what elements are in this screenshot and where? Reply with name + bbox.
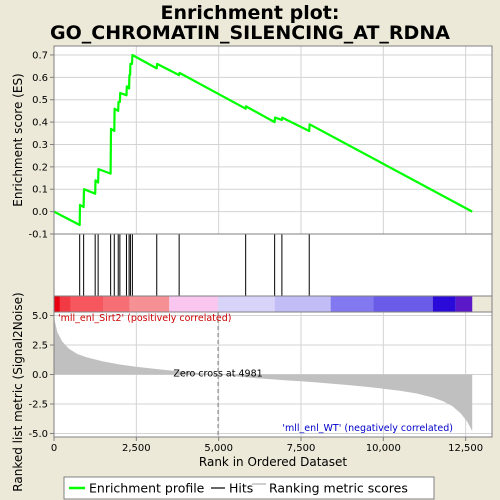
metric-y-tick-label-4: 5.0 bbox=[32, 311, 48, 322]
ranking-bar-segment-9 bbox=[373, 296, 433, 312]
positive-correlation-label: 'mll_enl_Sirt2' (positively correlated) bbox=[58, 313, 231, 324]
es-y-tick-label-5: 0.4 bbox=[32, 118, 48, 129]
metric-panel: Zero cross at 4981 'mll_enl_Sirt2' (posit… bbox=[53, 312, 492, 437]
chart-title-line2: GO_CHROMATIN_SILENCING_AT_RDNA bbox=[50, 22, 450, 44]
ranking-bar-segment-2 bbox=[70, 296, 104, 312]
legend: Enrichment profile Hits Ranking metric sco… bbox=[63, 476, 435, 500]
es-panel-background bbox=[54, 46, 492, 234]
ranking-bar-segment-3 bbox=[103, 296, 130, 312]
legend-box bbox=[63, 476, 435, 500]
es-y-tick-label-1: 0.0 bbox=[32, 207, 48, 218]
x-tick-label-5: 12,500 bbox=[448, 443, 483, 454]
metric-y-tick-label-0: -5.0 bbox=[28, 429, 48, 440]
enrichment-profile-line bbox=[53, 53, 473, 227]
x-axis-title: Rank in Ordered Dataset bbox=[199, 455, 347, 469]
negative-correlation-label: 'mll_enl_WT' (negatively correlated) bbox=[282, 423, 453, 434]
metric-y-tick-label-2: 0.0 bbox=[32, 370, 48, 381]
x-tick-label-1: 2,500 bbox=[122, 443, 151, 454]
chart-title-line1: Enrichment plot: bbox=[160, 2, 340, 24]
legend-label-enrichment: Enrichment profile bbox=[89, 481, 205, 496]
ranking-bar-segment-7 bbox=[274, 296, 331, 312]
metric-y-axis-title: Ranked list metric (Signal2Noise) bbox=[11, 292, 25, 491]
ranking-metric-area bbox=[54, 317, 473, 432]
ranking-bar-segment-11 bbox=[455, 296, 473, 312]
es-y-tick-label-2: 0.1 bbox=[32, 185, 48, 196]
legend-label-ranking: Ranking metric scores bbox=[269, 481, 408, 496]
x-tick-label-3: 7,500 bbox=[287, 443, 316, 454]
ranking-bar bbox=[54, 296, 473, 312]
es-panel bbox=[53, 46, 492, 235]
hits-panel bbox=[54, 234, 492, 296]
es-y-tick-label-6: 0.5 bbox=[32, 95, 48, 106]
hits-panel-background bbox=[54, 234, 492, 296]
ranking-bar-segment-10 bbox=[432, 296, 456, 312]
es-y-tick-label-7: 0.6 bbox=[32, 73, 48, 84]
x-tick-label-0: 0 bbox=[51, 443, 57, 454]
zero-cross-label: Zero cross at 4981 bbox=[173, 369, 262, 380]
es-y-tick-label-0: -0.1 bbox=[28, 230, 48, 241]
ranking-bar-segment-8 bbox=[330, 296, 374, 312]
x-tick-label-4: 10,000 bbox=[366, 443, 401, 454]
ranking-bar-segment-5 bbox=[169, 296, 219, 312]
metric-y-tick-label-1: -2.5 bbox=[28, 399, 48, 410]
ranking-bar-segment-1 bbox=[59, 296, 71, 312]
x-tick-label-2: 5,000 bbox=[204, 443, 233, 454]
es-y-tick-label-4: 0.3 bbox=[32, 140, 48, 151]
axes: -0.1 0.0 0.1 0.2 0.3 0.4 0.5 0.6 0.7 -5.0 -2.5 0.0 2… bbox=[11, 45, 493, 492]
metric-y-tick-label-3: 2.5 bbox=[32, 341, 48, 352]
legend-label-hits: Hits bbox=[229, 481, 253, 496]
ranking-bar-segment-4 bbox=[129, 296, 170, 312]
es-y-tick-label-8: 0.7 bbox=[32, 50, 48, 61]
es-y-axis-title: Enrichment score (ES) bbox=[11, 73, 25, 206]
ranking-bar-segment-0 bbox=[54, 296, 60, 312]
es-y-tick-label-3: 0.2 bbox=[32, 162, 48, 173]
ranking-bar-segment-6 bbox=[218, 296, 275, 312]
